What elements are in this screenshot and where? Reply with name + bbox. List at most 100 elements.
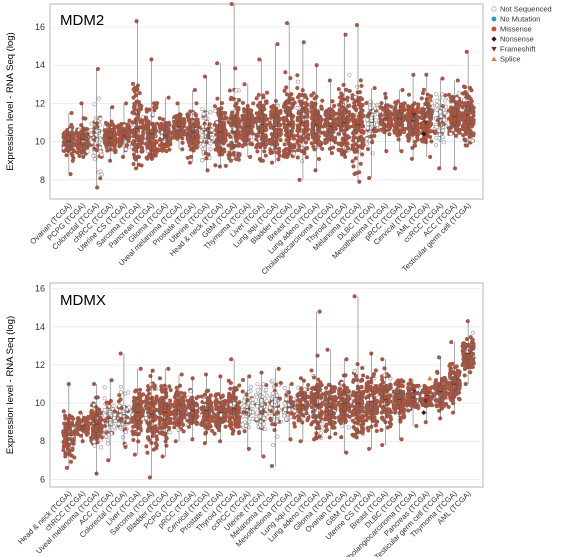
- point-not-sequenced: [259, 398, 264, 403]
- point-no-mutation: [327, 78, 332, 83]
- point-no-mutation: [93, 404, 99, 410]
- point-no-mutation: [319, 117, 324, 122]
- point-no-mutation: [144, 125, 149, 130]
- point-no-mutation: [157, 425, 162, 430]
- point-no-mutation: [248, 141, 253, 146]
- point-no-mutation: [144, 444, 149, 449]
- point-missense: [107, 401, 112, 406]
- point-no-mutation: [241, 107, 247, 112]
- point-not-sequenced: [102, 396, 107, 401]
- point-not-sequenced: [250, 416, 255, 421]
- point-no-mutation: [61, 409, 66, 414]
- point-no-mutation: [430, 109, 435, 114]
- point-no-mutation: [267, 120, 272, 125]
- point-no-mutation: [281, 148, 286, 154]
- point-no-mutation: [133, 389, 138, 394]
- point-no-mutation: [269, 160, 275, 165]
- point-no-mutation: [263, 133, 268, 138]
- point-no-mutation: [396, 137, 401, 142]
- point-no-mutation: [317, 139, 322, 144]
- point-no-mutation: [309, 141, 314, 146]
- point-missense: [413, 108, 418, 113]
- point-no-mutation: [153, 424, 158, 429]
- point-no-mutation: [264, 100, 269, 105]
- point-no-mutation: [270, 106, 275, 111]
- panel-title: MDMX: [60, 292, 106, 309]
- point-no-mutation: [419, 107, 424, 112]
- point-no-mutation: [332, 136, 338, 141]
- point-no-mutation: [421, 87, 427, 92]
- point-not-sequenced: [258, 414, 263, 419]
- point-no-mutation: [190, 395, 195, 400]
- point-no-mutation: [464, 131, 469, 137]
- point-no-mutation: [147, 396, 152, 401]
- point-no-mutation: [406, 116, 411, 122]
- point-no-mutation: [461, 111, 466, 116]
- point-no-mutation: [229, 1, 234, 7]
- point-no-mutation: [157, 125, 162, 130]
- point-not-sequenced: [258, 406, 263, 411]
- point-no-mutation: [206, 426, 211, 431]
- point-no-mutation: [206, 395, 211, 400]
- point-not-sequenced: [259, 419, 264, 424]
- point-no-mutation: [75, 432, 80, 437]
- point-no-mutation: [221, 400, 226, 405]
- point-not-sequenced: [213, 108, 218, 113]
- point-no-mutation: [237, 383, 242, 388]
- point-no-mutation: [118, 126, 124, 131]
- point-no-mutation: [79, 123, 84, 128]
- point-no-mutation: [130, 81, 136, 86]
- point-no-mutation: [146, 387, 152, 392]
- point-not-sequenced: [434, 135, 439, 140]
- point-no-mutation: [411, 72, 416, 77]
- point-no-mutation: [303, 140, 309, 145]
- point-not-sequenced: [102, 385, 107, 390]
- point-no-mutation: [440, 103, 445, 109]
- point-no-mutation: [261, 93, 266, 98]
- point-no-mutation: [455, 78, 460, 83]
- point-no-mutation: [275, 42, 280, 47]
- point-no-mutation: [423, 137, 428, 142]
- point-no-mutation: [135, 83, 141, 88]
- point-no-mutation: [106, 458, 111, 463]
- point-no-mutation: [159, 384, 164, 389]
- y-tick-label: 10: [35, 398, 45, 408]
- point-no-mutation: [88, 421, 93, 426]
- point-no-mutation: [137, 387, 143, 392]
- point-no-mutation: [167, 136, 172, 141]
- point-no-mutation: [70, 446, 75, 451]
- point-no-mutation: [174, 113, 179, 118]
- point-no-mutation: [176, 131, 181, 136]
- point-missense: [229, 420, 234, 425]
- point-no-mutation: [322, 132, 328, 138]
- point-no-mutation: [174, 385, 179, 390]
- point-not-sequenced: [210, 135, 215, 140]
- point-no-mutation: [470, 111, 475, 116]
- point-not-sequenced: [102, 407, 107, 412]
- point-no-mutation: [199, 422, 204, 427]
- point-no-mutation: [213, 420, 218, 425]
- point-no-mutation: [192, 87, 197, 93]
- point-no-mutation: [319, 105, 324, 110]
- point-not-sequenced: [255, 382, 260, 387]
- point-not-sequenced: [232, 401, 237, 406]
- point-no-mutation: [194, 421, 199, 426]
- point-no-mutation: [420, 91, 426, 96]
- point-not-sequenced: [343, 100, 348, 105]
- point-no-mutation: [364, 100, 369, 106]
- point-no-mutation: [76, 416, 81, 421]
- point-no-mutation: [298, 122, 303, 127]
- point-no-mutation: [408, 125, 413, 130]
- point-not-sequenced: [355, 84, 360, 89]
- point-no-mutation: [124, 129, 129, 134]
- point-no-mutation: [356, 118, 361, 123]
- point-no-mutation: [179, 390, 184, 395]
- point-no-mutation: [278, 137, 283, 143]
- point-no-mutation: [69, 459, 74, 464]
- point-no-mutation: [316, 156, 322, 162]
- point-no-mutation: [429, 139, 434, 144]
- point-no-mutation: [152, 124, 157, 129]
- point-no-mutation: [462, 103, 467, 108]
- point-no-mutation: [379, 101, 384, 106]
